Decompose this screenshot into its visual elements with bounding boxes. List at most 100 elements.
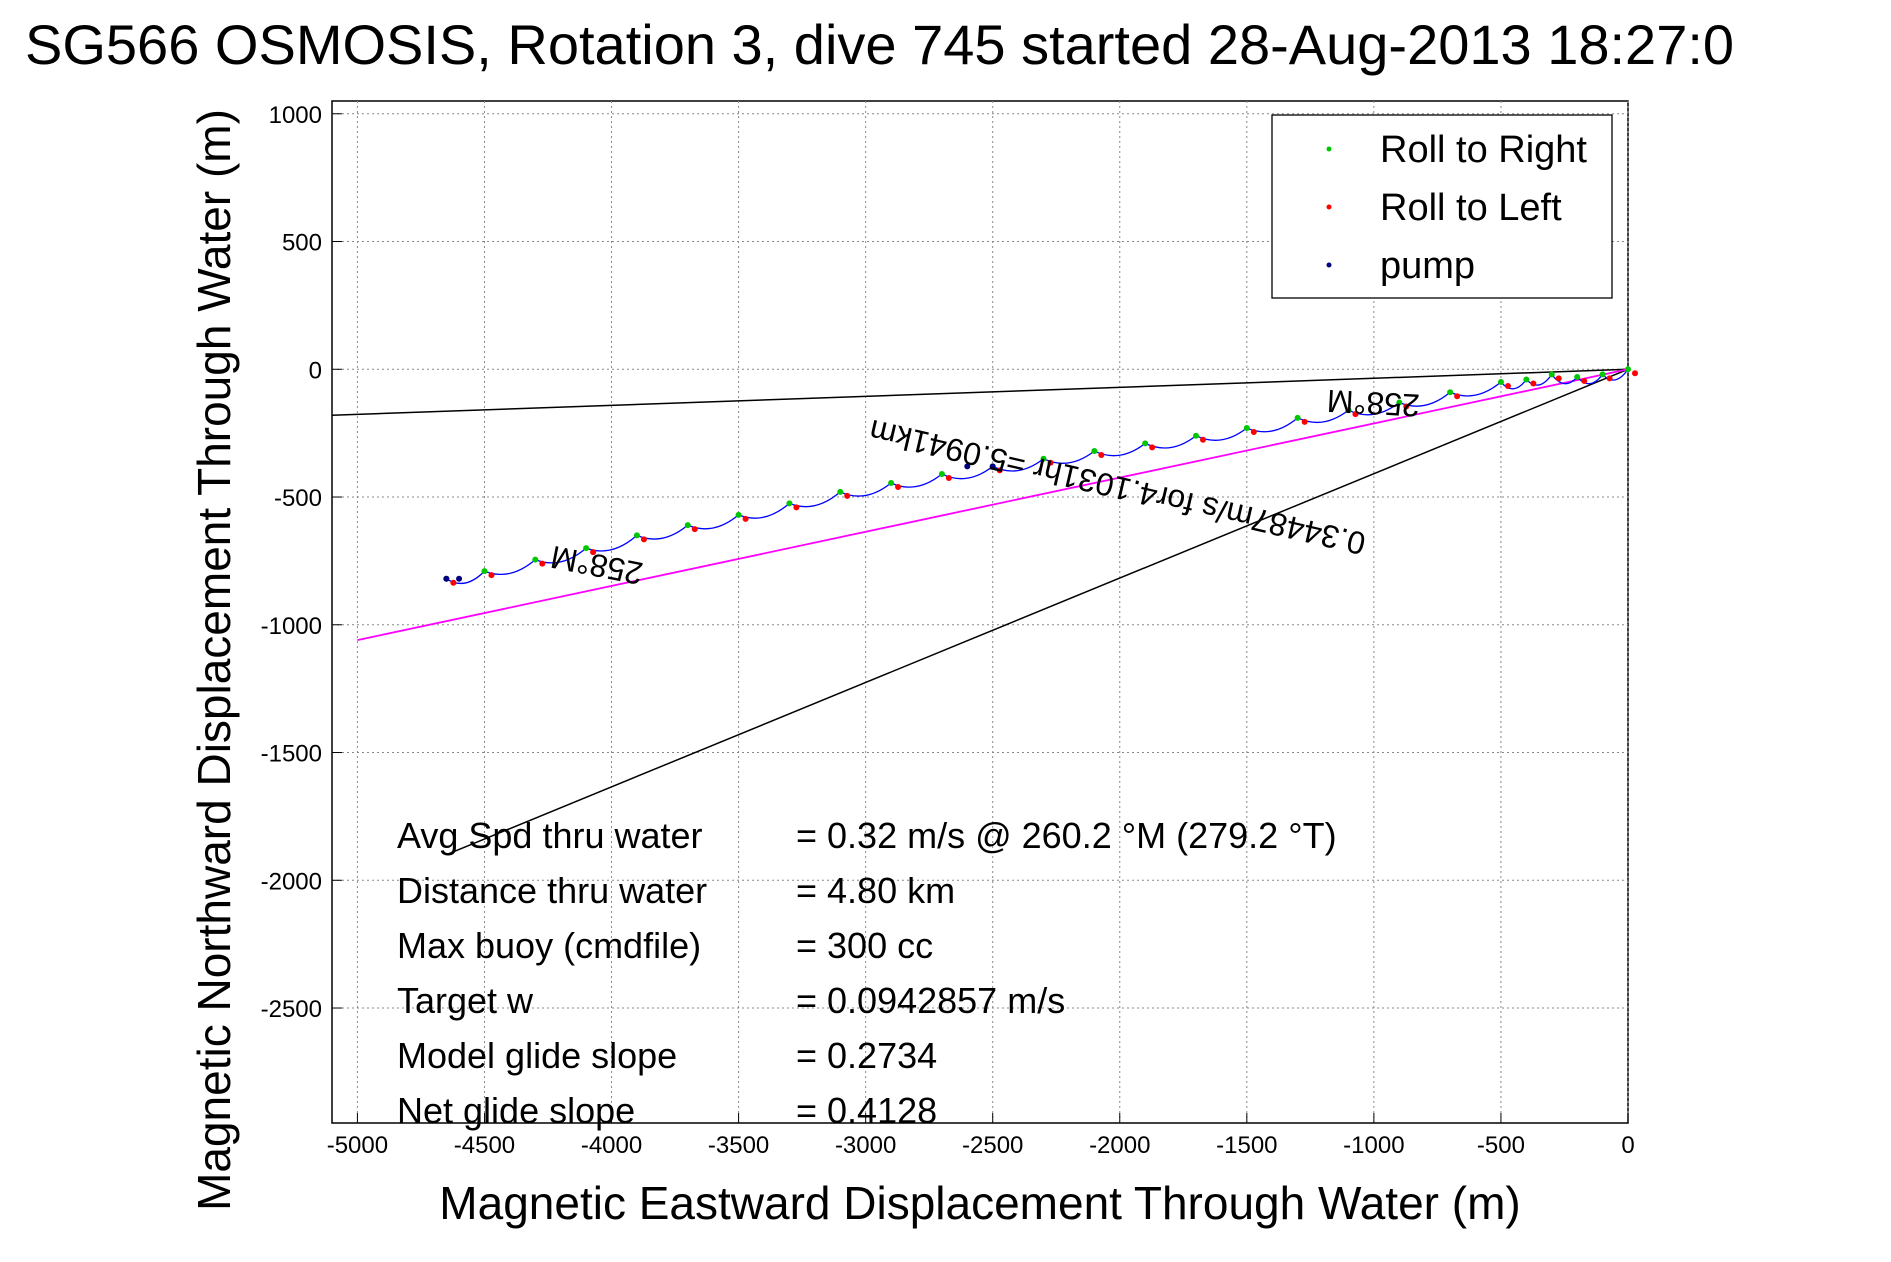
x-axis-label: Magnetic Eastward Displacement Through W… <box>439 1177 1520 1229</box>
legend-marker <box>1326 204 1332 210</box>
y-tick-label: -1500 <box>261 741 322 768</box>
roll-left-point <box>450 579 457 586</box>
roll-right-point <box>1396 399 1403 406</box>
roll-left-point <box>640 536 647 543</box>
x-tick-label: -3000 <box>835 1132 896 1159</box>
roll-left-point <box>488 572 495 579</box>
roll-right-point <box>684 522 691 529</box>
x-tick-label: 0 <box>1621 1132 1634 1159</box>
roll-left-point <box>590 549 597 556</box>
roll-right-point <box>1091 448 1098 455</box>
reference-line <box>331 368 1629 417</box>
roll-right-point <box>1447 389 1454 396</box>
roll-left-point <box>691 526 698 533</box>
y-tick-label: -2500 <box>261 996 322 1023</box>
x-tick-label: -5000 <box>327 1132 388 1159</box>
stat-value: = 0.32 m/s @ 260.2 °M (279.2 °T) <box>796 815 1337 856</box>
roll-right-point <box>583 545 590 552</box>
roll-left-point <box>1530 380 1537 387</box>
roll-right-point <box>1040 455 1047 462</box>
stat-value: = 4.80 km <box>796 870 955 911</box>
roll-left-point <box>1632 370 1638 377</box>
stat-label: Distance thru water <box>397 870 707 911</box>
markers-group <box>443 366 1638 586</box>
roll-right-point <box>1345 407 1352 414</box>
stat-label: Net glide slope <box>397 1090 635 1131</box>
roll-left-point <box>1581 377 1588 384</box>
roll-left-point <box>1250 429 1257 436</box>
roll-right-point <box>1625 366 1631 373</box>
stat-label: Avg Spd thru water <box>397 815 703 856</box>
legend: Roll to Right Roll to Left pump <box>1271 114 1613 299</box>
stat-label: Model glide slope <box>397 1035 677 1076</box>
x-tick-label: -3500 <box>708 1132 769 1159</box>
x-tick-label: -2500 <box>962 1132 1023 1159</box>
roll-right-point <box>786 500 793 507</box>
pump-point <box>456 575 463 582</box>
roll-left-point <box>844 492 851 499</box>
roll-left-point <box>945 475 952 482</box>
roll-right-point <box>1548 371 1555 378</box>
stat-value: = 0.0942857 m/s <box>796 980 1065 1021</box>
roll-left-point <box>1301 418 1308 425</box>
y-tick-label: -1000 <box>261 613 322 640</box>
roll-left-point <box>1149 444 1156 451</box>
roll-right-point <box>532 556 539 563</box>
roll-right-point <box>837 488 844 495</box>
y-tick-label: 0 <box>309 357 322 384</box>
x-tick-label: -2000 <box>1089 1132 1150 1159</box>
y-axis-label: Magnetic Northward Displacement Through … <box>188 109 240 1211</box>
legend-entry: pump <box>1380 245 1475 287</box>
legend-marker <box>1326 146 1332 152</box>
fit-line-group <box>357 368 1629 641</box>
y-tick-label: -500 <box>274 485 322 512</box>
roll-left-point <box>895 483 902 490</box>
stat-label: Max buoy (cmdfile) <box>397 925 701 966</box>
y-tick-label: -2000 <box>261 868 322 895</box>
roll-right-point <box>888 479 895 486</box>
roll-left-point <box>793 504 800 511</box>
chart-title: SG566 OSMOSIS, Rotation 3, dive 745 star… <box>25 13 1734 76</box>
roll-left-point <box>1606 375 1613 382</box>
x-tick-label: -1000 <box>1343 1132 1404 1159</box>
roll-right-point <box>1142 440 1149 447</box>
roll-left-point <box>1200 436 1206 443</box>
annotation-label: 258°M <box>1326 383 1421 424</box>
y-axis-ticks: 1000 500 0 -500 -1000 -1500 -2000 -2500 <box>261 102 342 1023</box>
x-tick-label: -4500 <box>454 1132 515 1159</box>
roll-left-point <box>1454 393 1461 400</box>
y-tick-label: 1000 <box>269 102 322 129</box>
stat-value: = 0.2734 <box>796 1035 937 1076</box>
x-tick-label: -4000 <box>581 1132 642 1159</box>
reference-line <box>446 368 1629 856</box>
x-tick-label: -500 <box>1477 1132 1525 1159</box>
roll-left-point <box>539 560 546 567</box>
roll-right-point <box>1193 432 1199 439</box>
legend-entry: Roll to Right <box>1380 129 1587 171</box>
roll-left-point <box>1504 383 1511 390</box>
roll-left-point <box>1403 403 1410 410</box>
roll-right-point <box>633 532 640 539</box>
roll-right-point <box>1523 376 1530 383</box>
stat-label: Target w <box>397 980 534 1021</box>
roll-left-point <box>1555 375 1562 382</box>
reference-lines <box>331 368 1629 856</box>
legend-marker <box>1326 262 1332 268</box>
roll-right-point <box>1599 371 1606 378</box>
roll-left-point <box>1047 459 1054 466</box>
stat-value: = 0.4128 <box>796 1090 937 1131</box>
roll-left-point <box>1098 452 1105 459</box>
roll-left-point <box>742 515 749 522</box>
roll-right-point <box>735 511 742 518</box>
roll-right-point <box>938 471 945 478</box>
stat-value: = 300 cc <box>796 925 933 966</box>
roll-right-point <box>1294 414 1301 421</box>
roll-left-point <box>1352 411 1359 418</box>
legend-entry: Roll to Left <box>1380 187 1562 229</box>
stats-block: Avg Spd thru water = 0.32 m/s @ 260.2 °M … <box>397 815 1337 1131</box>
pump-point <box>989 463 996 470</box>
fit-line <box>357 368 1629 641</box>
x-tick-label: -1500 <box>1216 1132 1277 1159</box>
